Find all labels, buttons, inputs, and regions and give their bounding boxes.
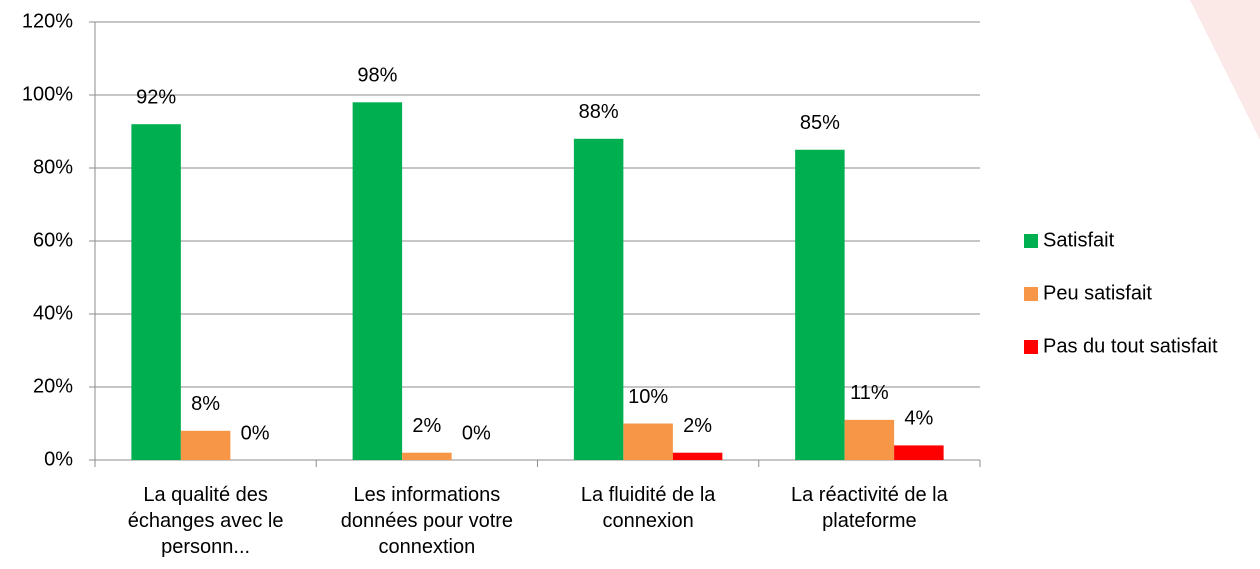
value-label: 98% — [357, 65, 397, 87]
x-tick-label: La qualité des échanges avec le personn.… — [127, 484, 284, 558]
x-tick-label: La réactivité de la plateforme — [790, 484, 948, 532]
bar — [623, 423, 673, 460]
value-label: 4% — [904, 408, 933, 430]
bar — [573, 138, 624, 461]
bar — [894, 445, 944, 460]
y-tick-label: 120% — [22, 10, 73, 32]
y-tick-label: 100% — [22, 83, 73, 105]
value-label: 2% — [683, 415, 712, 437]
y-tick-label: 0% — [44, 448, 73, 470]
y-tick-label: 60% — [33, 229, 73, 251]
legend-label: Peu satisfait — [1043, 282, 1152, 304]
bar — [672, 452, 723, 460]
y-tick-label: 20% — [33, 375, 73, 397]
value-label: 8% — [191, 393, 220, 415]
y-tick-label: 40% — [33, 302, 73, 324]
legend-label: Satisfait — [1043, 229, 1115, 251]
legend-swatch — [1024, 287, 1038, 301]
bar — [131, 124, 181, 460]
value-label: 88% — [579, 101, 619, 123]
value-label: 0% — [462, 422, 491, 444]
value-label: 92% — [136, 86, 176, 108]
y-tick-label: 80% — [33, 156, 73, 178]
legend-swatch — [1024, 234, 1038, 248]
bar — [352, 102, 403, 461]
x-tick-label: Les informations données pour votre conn… — [340, 484, 514, 558]
value-label: 11% — [850, 382, 889, 404]
bar — [844, 419, 895, 460]
value-label: 0% — [241, 422, 270, 444]
bar — [795, 149, 845, 460]
legend-swatch — [1024, 340, 1038, 354]
bar — [402, 452, 452, 460]
value-label: 2% — [412, 415, 441, 437]
value-label: 85% — [800, 112, 840, 134]
legend-label: Pas du tout satisfait — [1043, 335, 1218, 357]
x-tick-label: La fluidité de la connexion — [580, 484, 716, 532]
watermark — [1190, 0, 1260, 140]
value-label: 10% — [628, 386, 668, 408]
bar — [180, 430, 231, 460]
